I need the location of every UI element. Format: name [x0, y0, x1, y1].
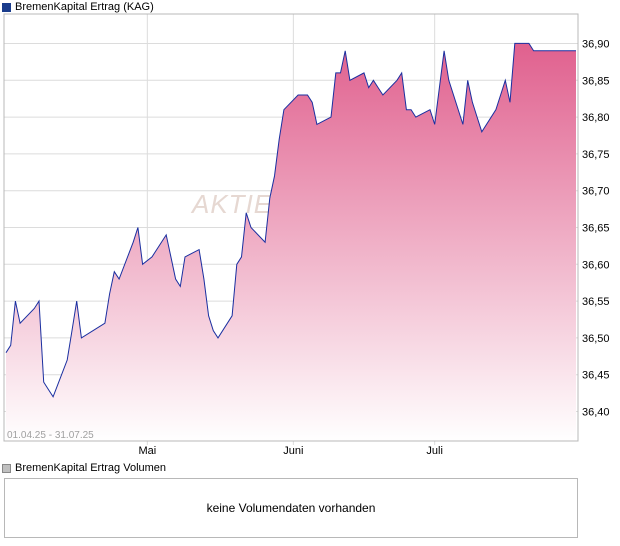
y-tick-label: 36,50: [582, 333, 610, 345]
volume-legend-label: BremenKapital Ertrag Volumen: [15, 462, 167, 474]
price-chart: AKTIE 36,40 36,45 36,50 36,55 36,60 36,65 36,7…: [3, 13, 610, 457]
legend-price: BremenKapital Ertrag (KAG): [2, 1, 154, 13]
legend-volume: BremenKapital Ertrag Volumen: [2, 462, 166, 474]
price-area: [6, 43, 576, 442]
y-tick-label: 36,60: [582, 259, 610, 271]
x-tick-label: Juli: [426, 445, 443, 457]
y-tick-label: 36,75: [582, 149, 610, 161]
price-legend-swatch: [2, 2, 11, 12]
x-tick-label: Mai: [138, 445, 156, 457]
volume-empty-message: keine Volumendaten vorhanden: [206, 501, 376, 515]
volume-panel: keine Volumendaten vorhanden: [4, 478, 578, 538]
price-legend-label: BremenKapital Ertrag (KAG): [15, 1, 154, 13]
y-tick-label: 36,65: [582, 223, 610, 235]
y-tick-label: 36,80: [582, 112, 610, 124]
y-tick-label: 36,55: [582, 296, 610, 308]
price-line: [5, 42, 576, 398]
plot-frame: [3, 13, 579, 442]
y-tick-label: 36,90: [582, 38, 610, 50]
y-tick-label: 36,70: [582, 186, 610, 198]
y-tick-label: 36,40: [582, 407, 610, 419]
y-tick-label: 36,85: [582, 75, 610, 87]
x-axis: Mai Juni Juli: [138, 445, 442, 457]
date-range-label: 01.04.25 - 31.07.25: [7, 430, 94, 441]
volume-legend-swatch: [2, 463, 11, 473]
y-axis: 36,40 36,45 36,50 36,55 36,60 36,65 36,70 36,75…: [582, 38, 610, 418]
watermark: AKTIE: [190, 189, 272, 219]
x-tick-label: Juni: [283, 445, 303, 457]
y-tick-label: 36,45: [582, 370, 610, 382]
